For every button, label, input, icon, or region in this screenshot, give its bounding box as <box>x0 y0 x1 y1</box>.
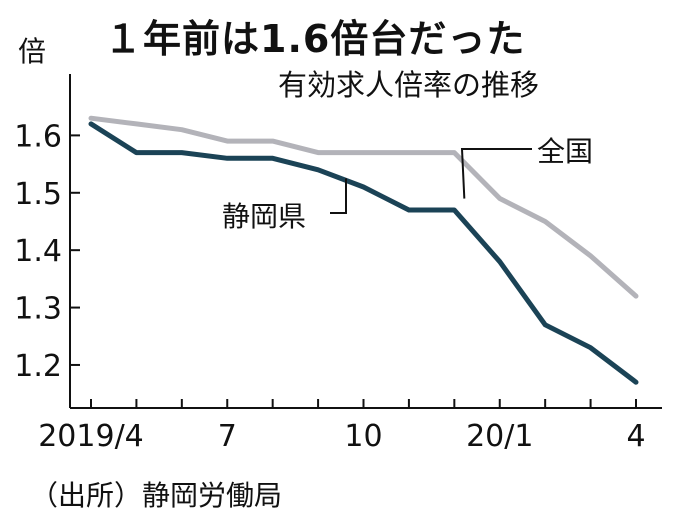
series-label-national: 全国 <box>537 135 593 168</box>
x-tick-label: 10 <box>344 419 382 454</box>
y-tick-label: 1.4 <box>14 234 62 269</box>
x-tick-label: 7 <box>218 419 237 454</box>
y-axis-unit-label: 倍 <box>18 35 47 68</box>
source-note: （出所）静岡労働局 <box>30 479 283 512</box>
x-tick-label: 20/1 <box>466 419 533 454</box>
y-tick-label: 1.3 <box>14 292 62 327</box>
series-label-shizuoka: 静岡県 <box>222 200 306 233</box>
y-tick-label: 1.2 <box>14 349 62 384</box>
chart-subtitle: 有効求人倍率の推移 <box>278 68 540 102</box>
leader-line-national <box>460 148 532 199</box>
y-tick-label: 1.6 <box>14 119 62 154</box>
y-tick-label: 1.5 <box>14 177 62 212</box>
chart-title: １年前は1.6倍台だった <box>104 17 526 61</box>
x-tick-label: 2019/4 <box>38 419 144 454</box>
x-tick-label: 4 <box>626 419 645 454</box>
leader-line-shizuoka <box>330 178 347 214</box>
